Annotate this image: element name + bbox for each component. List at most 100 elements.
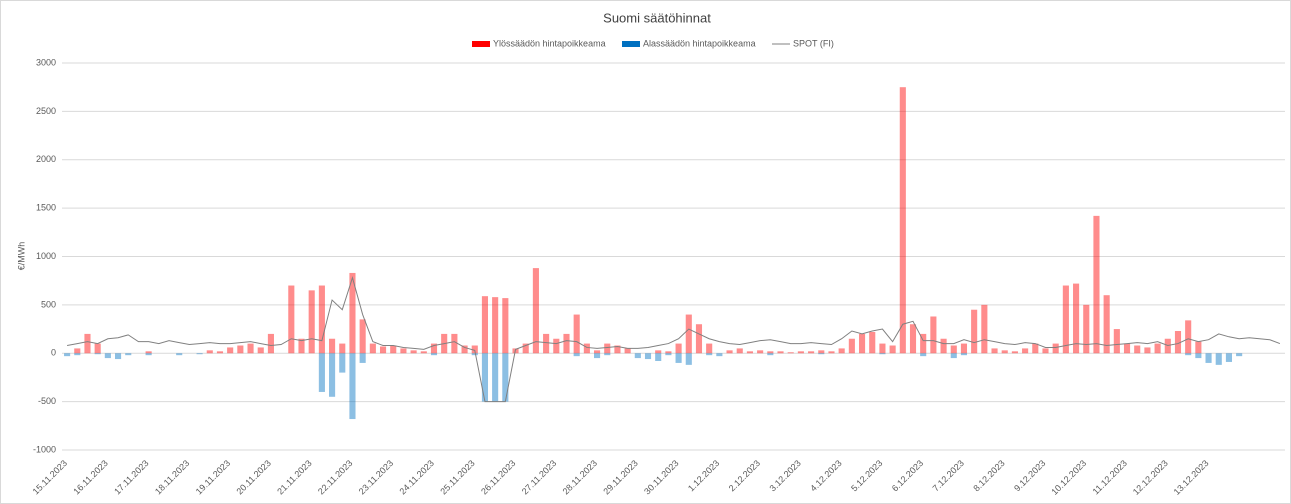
bar <box>594 350 601 354</box>
bar <box>1083 304 1090 354</box>
bar <box>665 351 672 354</box>
bar <box>899 87 906 354</box>
bar <box>349 353 356 420</box>
bar <box>695 324 703 354</box>
bar <box>757 350 764 354</box>
bar <box>206 350 213 354</box>
bar <box>920 333 927 354</box>
bar <box>971 309 978 354</box>
bar <box>471 353 478 356</box>
bar <box>981 304 988 354</box>
bar <box>818 353 825 355</box>
bar <box>369 343 376 354</box>
bar <box>838 348 845 354</box>
chart-title: Suomi säätöhinnat <box>603 10 711 25</box>
bar <box>339 353 346 373</box>
bar <box>216 351 224 354</box>
bar <box>1062 285 1069 354</box>
bar <box>176 353 183 356</box>
y-tick-label: 2500 <box>36 106 56 116</box>
y-tick-label: 1500 <box>36 203 56 213</box>
legend-swatch <box>622 41 640 47</box>
bar <box>920 353 927 357</box>
bar <box>84 333 91 354</box>
bar <box>889 345 896 354</box>
bar <box>777 351 784 354</box>
bar <box>960 343 968 354</box>
bar <box>543 333 550 354</box>
bar <box>359 353 366 363</box>
bar <box>604 343 611 354</box>
bar <box>960 353 968 356</box>
legend-label: Alassäädön hintapoikkeama <box>643 38 756 48</box>
bar <box>675 343 682 354</box>
bar <box>196 353 203 355</box>
bar <box>1073 283 1080 354</box>
bar <box>1215 353 1222 365</box>
bar <box>716 353 723 357</box>
bar <box>767 351 774 354</box>
y-tick-label: -500 <box>38 396 56 406</box>
bar <box>1103 295 1110 354</box>
legend-swatch <box>472 41 490 47</box>
bar <box>420 351 427 354</box>
bar <box>1225 353 1233 362</box>
bar <box>808 351 815 354</box>
bar <box>502 353 509 402</box>
bar <box>145 351 152 354</box>
bar <box>532 268 539 354</box>
bar <box>227 347 234 354</box>
bar <box>492 353 499 402</box>
y-axis-label: €/MWh <box>16 242 26 271</box>
bar <box>869 331 876 354</box>
bar <box>359 319 366 354</box>
line <box>67 276 1281 403</box>
bar <box>451 333 458 354</box>
bar <box>430 343 438 354</box>
bar <box>675 353 682 363</box>
bar <box>481 296 489 354</box>
bar <box>950 353 957 359</box>
bar <box>390 345 397 354</box>
bar <box>655 353 662 361</box>
bar <box>1134 345 1141 354</box>
bar <box>94 343 101 354</box>
bar <box>349 272 356 354</box>
bar <box>818 350 825 354</box>
bar <box>502 298 509 354</box>
bar <box>339 343 346 354</box>
bar <box>318 285 325 354</box>
bar <box>604 353 611 356</box>
bar <box>655 350 662 354</box>
bar <box>288 285 295 354</box>
y-tick-label: 3000 <box>36 57 56 67</box>
bar <box>828 351 835 354</box>
bar <box>553 338 560 354</box>
bar <box>1093 215 1100 354</box>
bar <box>257 347 264 354</box>
bar <box>614 345 621 354</box>
bar <box>909 324 917 354</box>
bar <box>1185 353 1192 356</box>
bar <box>1174 330 1182 354</box>
bar <box>1042 348 1049 354</box>
bar <box>1123 343 1131 354</box>
bar <box>410 350 417 354</box>
bar <box>563 333 570 354</box>
bar <box>1011 351 1018 354</box>
y-tick-label: -1000 <box>33 444 56 454</box>
bar <box>950 345 957 354</box>
y-tick-label: 2000 <box>36 154 56 164</box>
bar <box>104 353 111 359</box>
bar <box>879 353 886 355</box>
bar <box>329 338 336 354</box>
bar <box>247 343 254 354</box>
bar <box>267 333 274 354</box>
bar <box>318 353 325 392</box>
bar <box>471 345 478 354</box>
bar <box>583 343 590 354</box>
bar <box>940 338 947 354</box>
bar <box>492 297 499 354</box>
bar <box>1113 329 1120 354</box>
